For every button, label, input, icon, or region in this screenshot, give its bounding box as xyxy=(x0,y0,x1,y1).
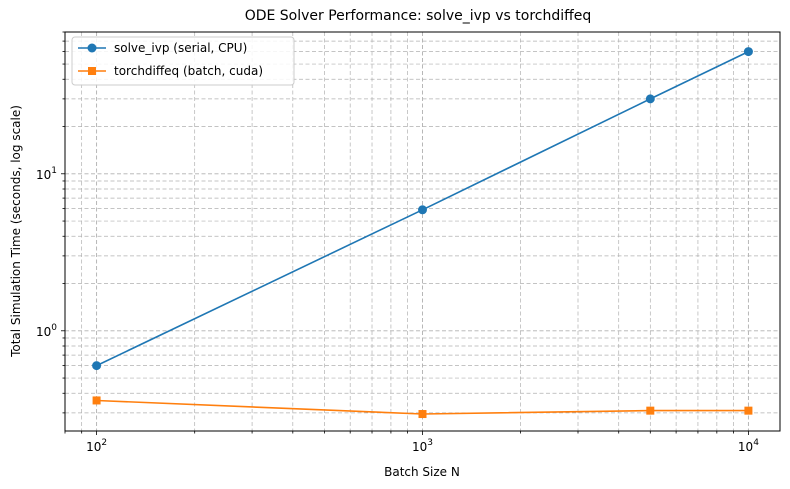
legend-marker-0 xyxy=(87,43,97,53)
data-point-1-3 xyxy=(744,406,753,415)
series-layer xyxy=(92,47,753,419)
legend-label-0: solve_ivp (serial, CPU) xyxy=(114,41,247,55)
series-line-0 xyxy=(96,50,749,367)
x-tick-label-2: 104 xyxy=(738,438,759,454)
legend: solve_ivp (serial, CPU) torchdiffeq (bat… xyxy=(71,36,295,86)
x-tick-label-1: 103 xyxy=(412,438,433,454)
data-point-1-0 xyxy=(92,396,101,405)
legend-label-1: torchdiffeq (batch, cuda) xyxy=(114,64,263,78)
legend-marker-1 xyxy=(88,67,96,75)
data-point-0-3 xyxy=(743,47,753,57)
grid xyxy=(64,31,780,431)
y-tick-label-1: 101 xyxy=(36,166,57,182)
data-point-0-0 xyxy=(92,361,102,371)
series-line-1 xyxy=(96,399,749,415)
data-point-0-1 xyxy=(418,205,427,215)
x-tick-label-0: 102 xyxy=(86,438,107,454)
y-axis-label: Total Simulation Time (seconds, log scal… xyxy=(9,105,23,358)
data-point-0-2 xyxy=(645,94,655,104)
y-tick-label-0: 100 xyxy=(36,323,57,339)
legend-box xyxy=(71,36,295,86)
axis-ticks: 102 103 104 100 101 xyxy=(36,31,759,454)
plot-frame xyxy=(64,31,781,432)
data-point-1-1 xyxy=(418,410,427,419)
chart-title: ODE Solver Performance: solve_ivp vs tor… xyxy=(245,8,592,24)
data-point-1-2 xyxy=(646,406,655,415)
x-axis-label: Batch Size N xyxy=(384,465,460,479)
